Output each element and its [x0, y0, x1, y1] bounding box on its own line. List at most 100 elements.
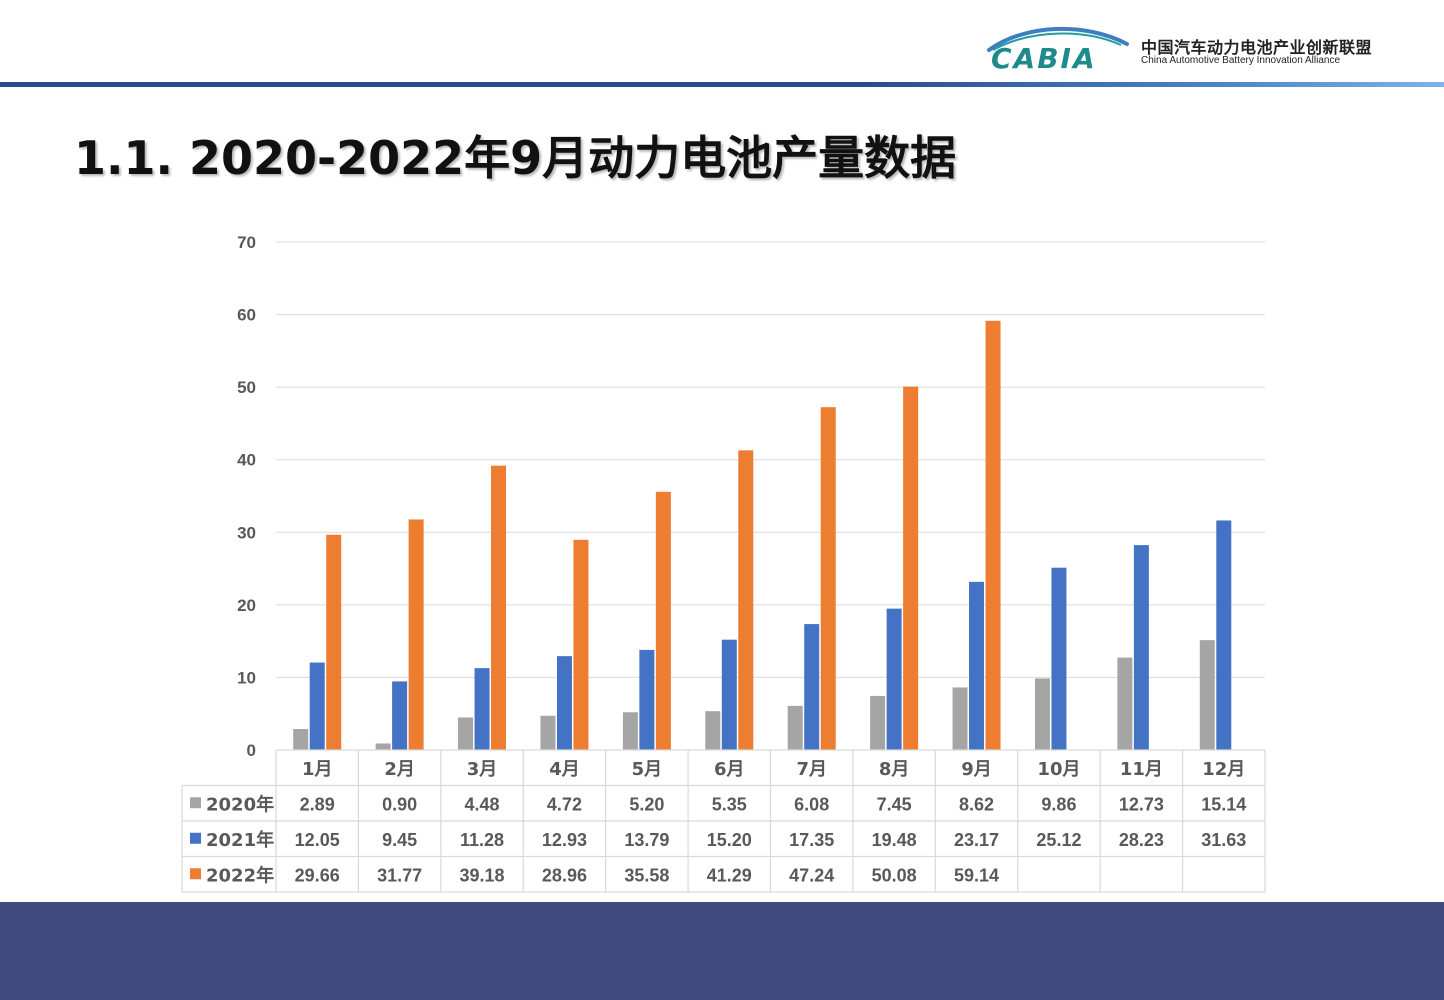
y-tick-label: 50: [237, 378, 256, 397]
bar: [556, 656, 572, 750]
bar: [1051, 567, 1067, 750]
bar: [1133, 545, 1149, 750]
y-tick-label: 10: [237, 668, 256, 687]
bar: [952, 687, 968, 750]
bar: [787, 705, 803, 750]
data-label: 9.86: [1041, 794, 1076, 814]
data-label: 39.18: [460, 865, 505, 885]
bar: [573, 539, 589, 750]
org-name-en: China Automotive Battery Innovation Alli…: [1141, 55, 1341, 66]
data-label: 59.14: [954, 865, 999, 885]
data-label: 2.89: [300, 794, 335, 814]
x-category-label: 8月: [879, 759, 910, 780]
bar: [491, 465, 507, 750]
x-category-label: 7月: [796, 759, 827, 780]
bar: [474, 668, 490, 750]
data-label: 4.72: [547, 794, 582, 814]
data-label: 5.20: [629, 794, 664, 814]
bar: [903, 386, 919, 750]
bar: [721, 639, 737, 750]
y-tick-label: 70: [237, 233, 256, 252]
bar: [1216, 520, 1232, 750]
data-label: 31.77: [377, 865, 422, 885]
bar: [309, 662, 325, 750]
data-label: 5.35: [712, 794, 747, 814]
bar: [392, 681, 408, 750]
legend-swatch: [190, 832, 201, 844]
data-label: 15.14: [1201, 794, 1246, 814]
bar: [705, 711, 721, 750]
data-label: 47.24: [789, 865, 834, 885]
org-logo: CABIA 中国汽车动力电池产业创新联盟 China Automotive Ba…: [985, 20, 1405, 80]
bar: [1117, 657, 1133, 750]
data-label: 41.29: [707, 865, 752, 885]
y-tick-label: 20: [237, 596, 256, 615]
data-label: 23.17: [954, 830, 999, 850]
bar: [408, 519, 424, 750]
x-category-label: 10月: [1037, 759, 1080, 780]
y-tick-label: 30: [237, 523, 256, 542]
x-category-label: 3月: [467, 759, 498, 780]
bar: [1034, 678, 1050, 750]
x-category-label: 6月: [714, 759, 745, 780]
legend-swatch: [190, 868, 201, 880]
y-tick-label: 60: [237, 306, 256, 325]
bar: [985, 320, 1001, 750]
bar: [458, 717, 474, 750]
bar: [804, 624, 820, 750]
data-label: 13.79: [624, 830, 669, 850]
bar: [622, 712, 638, 750]
data-label: 31.63: [1201, 830, 1246, 850]
bar: [540, 715, 556, 750]
bar: [870, 695, 886, 750]
y-tick-label: 40: [237, 451, 256, 470]
x-category-label: 2月: [384, 759, 415, 780]
header-rule: [0, 82, 1444, 87]
data-label: 6.08: [794, 794, 829, 814]
bar: [375, 743, 391, 750]
data-label: 35.58: [624, 865, 669, 885]
page-title: 1.1. 2020-2022年9月动力电池产量数据: [74, 131, 957, 185]
data-label: 12.73: [1119, 794, 1164, 814]
cabia-logo-icon: CABIA: [987, 26, 1129, 75]
bar: [969, 581, 985, 750]
bar: [1199, 640, 1215, 750]
bar: [886, 608, 902, 750]
x-category-label: 1月: [302, 759, 333, 780]
data-label: 19.48: [872, 830, 917, 850]
data-label: 28.23: [1119, 830, 1164, 850]
bar: [820, 407, 836, 750]
logo-wordmark: CABIA: [991, 42, 1097, 75]
footer-band: [0, 902, 1444, 1000]
x-category-label: 5月: [632, 759, 663, 780]
bar: [655, 491, 671, 750]
data-label: 12.05: [295, 830, 340, 850]
data-label: 15.20: [707, 830, 752, 850]
legend-swatch: [190, 797, 201, 809]
data-label: 17.35: [789, 830, 834, 850]
data-label: 11.28: [460, 830, 504, 850]
data-label: 8.62: [959, 794, 994, 814]
data-label: 50.08: [872, 865, 917, 885]
data-label: 9.45: [382, 830, 417, 850]
data-label: 0.90: [382, 794, 417, 814]
legend-label: 2021年: [206, 829, 274, 851]
x-category-label: 12月: [1202, 759, 1245, 780]
x-category-label: 11月: [1120, 759, 1163, 780]
data-label: 25.12: [1036, 830, 1081, 850]
data-label: 12.93: [542, 830, 587, 850]
data-label: 29.66: [295, 865, 340, 885]
bar: [293, 729, 309, 750]
legend-label: 2022年: [206, 864, 274, 886]
bar: [326, 534, 342, 750]
y-tick-label: 0: [247, 741, 256, 760]
bar: [639, 649, 655, 750]
data-label: 7.45: [877, 794, 912, 814]
data-label: 4.48: [465, 794, 500, 814]
bar: [738, 450, 754, 750]
legend-label: 2020年: [206, 793, 274, 815]
org-name-cn: 中国汽车动力电池产业创新联盟: [1141, 38, 1373, 57]
data-label: 28.96: [542, 865, 587, 885]
x-category-label: 9月: [961, 759, 992, 780]
